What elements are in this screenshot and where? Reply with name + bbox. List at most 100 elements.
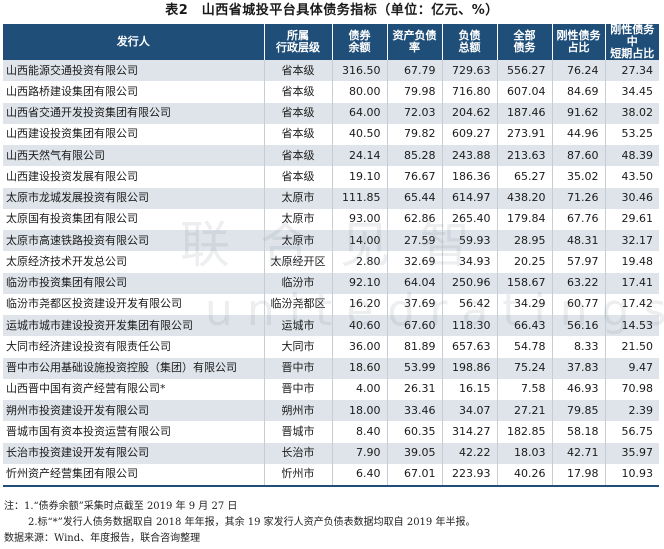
column-header-line: 资产负债	[392, 29, 437, 42]
debt-ratio-cell: 81.89	[387, 336, 443, 358]
bond-balance-cell: 4.00	[332, 378, 388, 400]
table-row: 太原市龙城发展投资有限公司 太原市 111.85 65.44 614.97 438.20 7…	[3, 187, 659, 209]
issuer-cell: 山西能源交通投资有限公司	[3, 60, 265, 82]
region-cell: 省本级	[264, 60, 333, 82]
total-liabilities-cell: 223.93	[442, 463, 498, 488]
column-header: 刚性债务中 短期占比	[605, 24, 659, 60]
total-debt-cell: 66.43	[497, 315, 553, 337]
column-header: 刚性债务 占比	[552, 24, 606, 60]
bond-balance-cell: 80.00	[332, 81, 388, 103]
total-debt-cell: 54.78	[497, 336, 553, 358]
data-source-note: 数据来源：Wind、年度报告，联合咨询整理	[4, 533, 201, 544]
column-header-line: 全部	[513, 29, 536, 42]
table-row: 山西天然气有限公司 省本级 24.14 85.28 243.88 213.63 87.60 4…	[3, 145, 659, 167]
bond-balance-cell: 40.60	[332, 315, 388, 337]
short-term-share-cell: 17.42	[605, 293, 659, 315]
total-debt-cell: 182.85	[497, 421, 553, 443]
debt-ratio-cell: 27.59	[387, 230, 443, 252]
rigid-debt-share-cell: 56.16	[552, 315, 606, 337]
issuer-cell: 长治市投资建设开发有限公司	[3, 442, 265, 464]
table-row: 太原经济技术开发总公司 太原经开区 2.80 32.69 34.93 20.25 57.97…	[3, 251, 659, 273]
total-liabilities-cell: 59.93	[442, 230, 498, 252]
short-term-share-cell: 29.61	[605, 208, 659, 230]
rigid-debt-share-cell: 76.24	[552, 60, 606, 82]
total-debt-cell: 18.03	[497, 442, 553, 464]
short-term-share-cell: 9.47	[605, 357, 659, 379]
rigid-debt-share-cell: 84.69	[552, 81, 606, 103]
bond-balance-cell: 6.40	[332, 463, 388, 488]
bond-balance-cell: 18.60	[332, 357, 388, 379]
bond-balance-cell: 316.50	[332, 60, 388, 82]
total-liabilities-cell: 250.96	[442, 272, 498, 294]
column-header: 债券 余额	[332, 24, 388, 60]
total-liabilities-cell: 198.86	[442, 357, 498, 379]
column-header-line: 行政层级	[276, 41, 320, 54]
bond-balance-cell: 19.10	[332, 166, 388, 188]
short-term-share-cell: 10.93	[605, 463, 659, 488]
short-term-share-cell: 48.39	[605, 145, 659, 167]
debt-ratio-cell: 60.35	[387, 421, 443, 443]
region-cell: 忻州市	[264, 463, 333, 488]
rigid-debt-share-cell: 17.98	[552, 463, 606, 488]
total-liabilities-cell: 314.27	[442, 421, 498, 443]
debt-ratio-cell: 79.98	[387, 81, 443, 103]
table-row: 晋中市公用基础设施投资控股（集团）有限公司 晋中市 18.60 53.99 198.86…	[3, 357, 659, 379]
rigid-debt-share-cell: 57.97	[552, 251, 606, 273]
short-term-share-cell: 30.46	[605, 187, 659, 209]
debt-ratio-cell: 67.79	[387, 60, 443, 82]
total-liabilities-cell: 186.36	[442, 166, 498, 188]
table-row: 临汾市尧都区投资建设开发有限公司 临汾尧都区 16.20 37.69 56.42 34.2…	[3, 293, 659, 315]
issuer-cell: 朔州市投资建设开发有限公司	[3, 400, 265, 422]
region-cell: 临汾尧都区	[264, 293, 333, 315]
bond-balance-cell: 7.90	[332, 442, 388, 464]
issuer-cell: 山西建设投资集团有限公司	[3, 123, 265, 145]
rigid-debt-share-cell: 60.77	[552, 293, 606, 315]
total-debt-cell: 213.63	[497, 145, 553, 167]
issuer-cell: 晋城市国有资本投资运营有限公司	[3, 421, 265, 443]
short-term-share-cell: 35.97	[605, 442, 659, 464]
column-header-line: 总额	[458, 41, 481, 54]
table-row: 临汾市投资集团有限公司 临汾市 92.10 64.04 250.96 158.67 63.2…	[3, 272, 659, 294]
total-debt-cell: 556.27	[497, 60, 553, 82]
short-term-share-cell: 21.50	[605, 336, 659, 358]
debt-ratio-cell: 65.44	[387, 187, 443, 209]
short-term-share-cell: 38.02	[605, 102, 659, 124]
total-debt-cell: 187.46	[497, 102, 553, 124]
total-liabilities-cell: 243.88	[442, 145, 498, 167]
rigid-debt-share-cell: 42.71	[552, 442, 606, 464]
table-title: 表2 山西省城投平台具体债务指标（单位：亿元、%）	[165, 3, 499, 18]
debt-ratio-cell: 64.04	[387, 272, 443, 294]
table-row: 晋城市国有资本投资运营有限公司 晋城市 8.40 60.35 314.27 182.85 5…	[3, 421, 659, 443]
table-row: 朔州市投资建设开发有限公司 朔州市 18.00 33.46 34.07 27.21 79.8…	[3, 400, 659, 422]
bond-balance-cell: 36.00	[332, 336, 388, 358]
total-debt-cell: 65.27	[497, 166, 553, 188]
rigid-debt-share-cell: 71.26	[552, 187, 606, 209]
short-term-share-cell: 19.48	[605, 251, 659, 273]
total-debt-cell: 28.95	[497, 230, 553, 252]
debt-ratio-cell: 62.86	[387, 208, 443, 230]
total-debt-cell: 273.91	[497, 123, 553, 145]
short-term-share-cell: 32.17	[605, 230, 659, 252]
rigid-debt-share-cell: 8.33	[552, 336, 606, 358]
column-header-line: 余额	[348, 41, 371, 54]
rigid-debt-share-cell: 79.85	[552, 400, 606, 422]
debt-ratio-cell: 72.03	[387, 102, 443, 124]
issuer-cell: 晋中市公用基础设施投资控股（集团）有限公司	[3, 357, 265, 379]
column-header: 所属 行政层级	[264, 24, 333, 60]
short-term-share-cell: 14.53	[605, 315, 659, 337]
bond-balance-cell: 92.10	[332, 272, 388, 294]
rigid-debt-share-cell: 44.96	[552, 123, 606, 145]
column-header-line: 率	[409, 41, 420, 54]
column-header-line: 刚性债务中	[610, 23, 655, 48]
table-row: 山西建设投资集团有限公司 省本级 40.50 79.82 609.27 273.91 44.…	[3, 123, 659, 145]
debt-table: 发行人 所属 行政层级 债券 余额 资产负债率负债 总额 全部 债务 刚性债务 占比 刚性债务中 短期占…	[3, 24, 659, 488]
column-header-line: 刚性债务	[556, 29, 601, 42]
total-debt-cell: 40.26	[497, 463, 553, 488]
short-term-share-cell: 17.41	[605, 272, 659, 294]
total-debt-cell: 34.29	[497, 293, 553, 315]
region-cell: 运城市	[264, 315, 333, 337]
column-header-line: 负债	[458, 29, 481, 42]
table-header-row: 发行人 所属 行政层级 债券 余额 资产负债率负债 总额 全部 债务 刚性债务 占比 刚性债务中 短期占…	[3, 24, 659, 60]
total-liabilities-cell: 609.27	[442, 123, 498, 145]
table-row: 山西省交通开发投资集团有限公司 省本级 64.00 72.03 204.62 187.46…	[3, 102, 659, 124]
